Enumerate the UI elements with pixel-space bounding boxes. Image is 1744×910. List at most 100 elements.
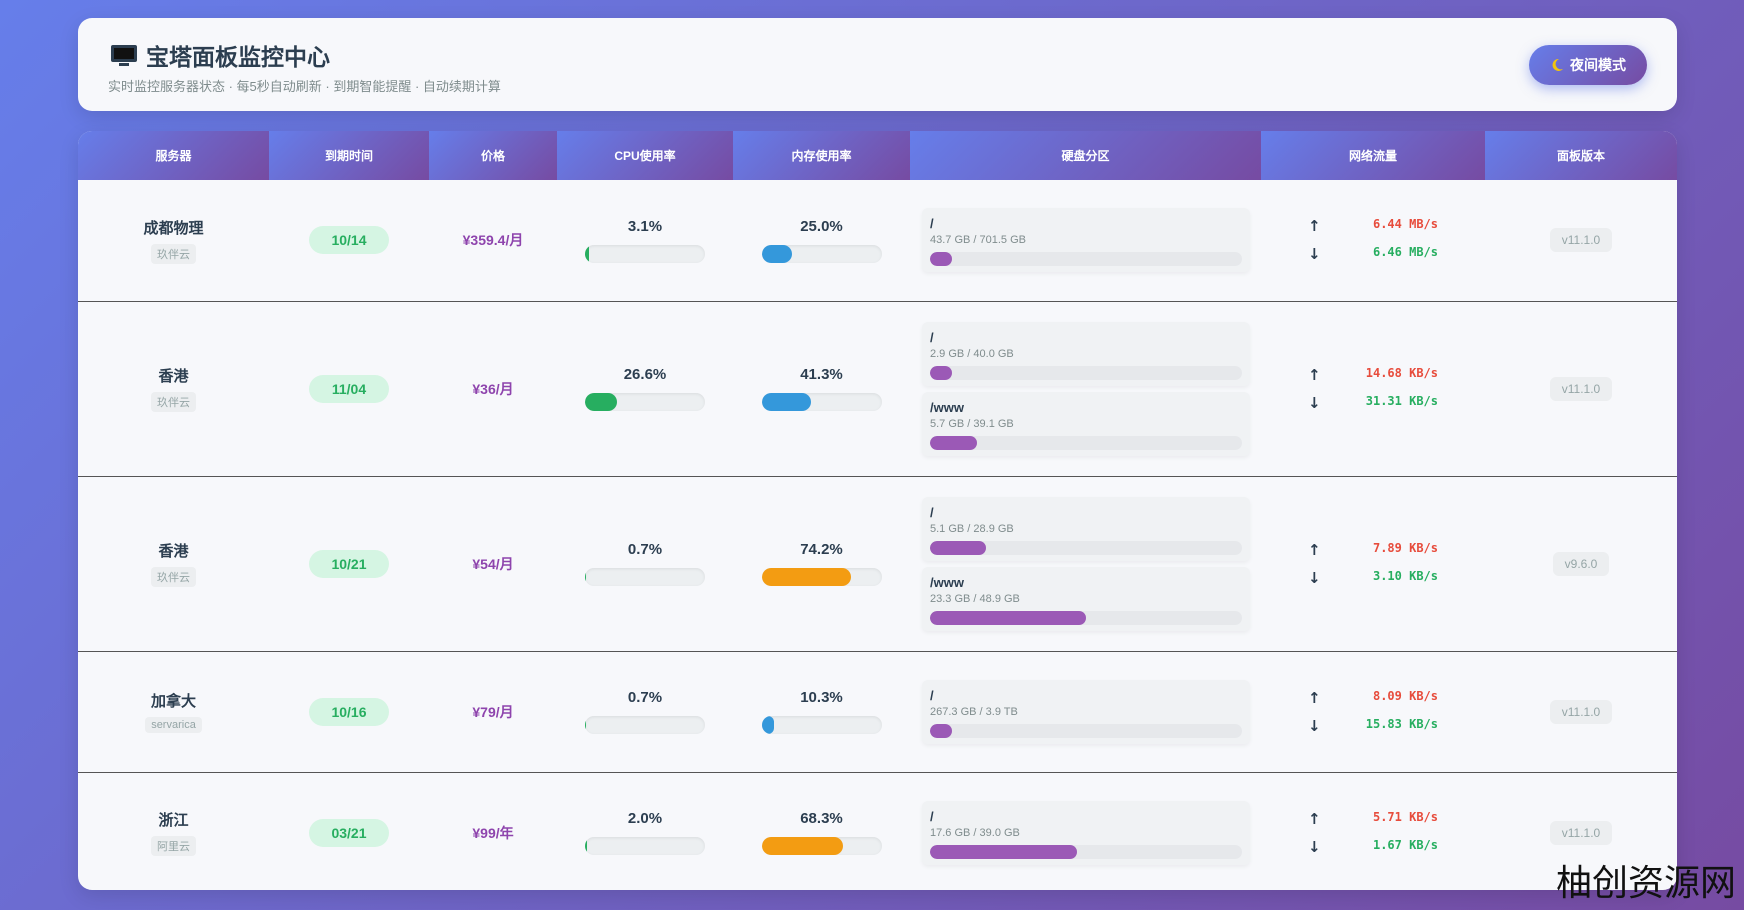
up-arrow: ↑ <box>1308 217 1321 236</box>
server-name: 香港 <box>158 543 189 560</box>
watermark: 柚创资源网 <box>1555 863 1736 904</box>
expiry-pill: 03/21 <box>309 818 389 847</box>
disk-track <box>930 365 1242 380</box>
download-speed: 6.46 MB/s <box>1372 245 1438 260</box>
header-card: 宝塔面板监控中心 实时监控服务器状态 · 每5秒自动刷新 · 到期智能提醒 · … <box>78 18 1677 111</box>
button-label: 夜间模式 <box>1570 57 1626 73</box>
disk-partition: / 267.3 GB / 3.9 TB <box>922 679 1250 744</box>
disk-partition: / 5.1 GB / 28.9 GB <box>922 496 1250 561</box>
price-cell: ¥79/月 <box>429 650 557 772</box>
disk-usage: 17.6 GB / 39.0 GB <box>930 826 1020 839</box>
download-speed: 31.31 KB/s <box>1365 393 1438 408</box>
cpu-cell: 26.6% <box>557 300 733 476</box>
disk-bar <box>930 844 1077 859</box>
panel-version: v11.1.0 <box>1549 699 1613 724</box>
network-cell: ↑ 7.89 KB/s ↓ 3.10 KB/s <box>1261 475 1485 651</box>
column-header: 价格 <box>429 131 557 180</box>
column-header: CPU使用率 <box>557 131 733 180</box>
network-traffic: ↑ 6.44 MB/s ↓ 6.46 MB/s <box>1261 217 1485 263</box>
disk-cell: / 43.7 GB / 701.5 GB <box>910 180 1261 301</box>
server-name: 加拿大 <box>150 693 196 710</box>
disk-path: / <box>930 808 934 824</box>
mem-bar <box>761 716 774 734</box>
upload-speed: 5.71 KB/s <box>1372 809 1438 824</box>
server-row: 成都物理 玖伴云 10/14 ¥359.4/月 3.1% 25.0% / 43.7 GB / … <box>78 180 1677 301</box>
cpu-track <box>585 837 705 856</box>
expiry-cell: 10/16 <box>269 650 429 772</box>
network-cell: ↑ 5.71 KB/s ↓ 1.67 KB/s <box>1261 771 1485 890</box>
upload-speed: 14.68 KB/s <box>1365 365 1438 380</box>
server-name: 香港 <box>158 368 189 385</box>
price: ¥359.4/月 <box>462 232 524 249</box>
table-body: 成都物理 玖伴云 10/14 ¥359.4/月 3.1% 25.0% / 43.7 GB / … <box>78 180 1677 890</box>
panel-version: v11.1.0 <box>1549 376 1613 401</box>
server-name: 浙江 <box>158 812 189 830</box>
cpu-bar <box>585 393 617 411</box>
night-mode-button[interactable]: 夜间模式 <box>1529 45 1647 85</box>
disk-cell: / 5.1 GB / 28.9 GB/www 23.3 GB / 48.9 GB <box>910 475 1261 651</box>
price-cell: ¥359.4/月 <box>429 180 557 301</box>
disk-bar <box>930 252 952 267</box>
cpu-bar <box>585 568 586 586</box>
cpu-cell: 0.7% <box>557 650 733 772</box>
disk-path: / <box>930 687 934 703</box>
cpu-cell: 0.7% <box>557 475 733 651</box>
column-header: 网络流量 <box>1261 131 1485 180</box>
column-header: 服务器 <box>78 131 269 180</box>
disk-track <box>930 844 1242 859</box>
up-arrow: ↑ <box>1308 688 1321 707</box>
provider-tag: 玖伴云 <box>151 243 196 264</box>
expiry-pill: 11/04 <box>309 374 389 403</box>
server-table-card: 服务器 到期时间 价格 CPU使用率 内存使用率 硬盘分区 网络流量 面板版本 成都物理 玖伴云… <box>78 131 1677 890</box>
disk-bar <box>930 723 952 738</box>
expiry-pill: 10/14 <box>309 226 389 255</box>
disk-path: / <box>930 329 934 345</box>
provider-tag: 玖伴云 <box>151 392 196 412</box>
disk-usage: 2.9 GB / 40.0 GB <box>930 347 1014 360</box>
version-cell: v11.1.0 <box>1485 650 1677 772</box>
disk-partition: / 43.7 GB / 701.5 GB <box>922 208 1250 273</box>
server-cell: 香港 玖伴云 <box>78 300 269 476</box>
price-cell: ¥54/月 <box>429 475 557 651</box>
monitor-icon <box>111 45 137 66</box>
expiry-pill: 10/21 <box>309 549 389 578</box>
column-header: 内存使用率 <box>733 131 910 180</box>
network-cell: ↑ 6.44 MB/s ↓ 6.46 MB/s <box>1261 180 1485 301</box>
disk-usage: 5.7 GB / 39.1 GB <box>930 417 1014 430</box>
cpu-percent: 0.7% <box>627 689 663 706</box>
disk-partition: /www 23.3 GB / 48.9 GB <box>922 566 1250 631</box>
disk-track <box>930 723 1242 738</box>
provider-tag: 玖伴云 <box>151 567 196 587</box>
cpu-bar <box>585 716 586 734</box>
mem-cell: 41.3% <box>733 300 910 476</box>
server-row: 浙江 阿里云 03/21 ¥99/年 2.0% 68.3% / 17.6 GB / 39.0 … <box>78 771 1677 890</box>
moon-icon <box>1552 58 1563 71</box>
down-arrow: ↓ <box>1308 393 1321 412</box>
disk-partition: /www 5.7 GB / 39.1 GB <box>922 391 1250 456</box>
disk-partition: / 2.9 GB / 40.0 GB <box>922 321 1250 386</box>
version-cell: v11.1.0 <box>1485 180 1677 301</box>
mem-percent: 68.3% <box>800 810 843 828</box>
server-cell: 浙江 阿里云 <box>78 771 269 890</box>
price: ¥36/月 <box>472 380 514 397</box>
down-arrow: ↓ <box>1308 245 1321 264</box>
cpu-percent: 0.7% <box>627 541 663 558</box>
down-arrow: ↓ <box>1308 837 1321 856</box>
disk-path: / <box>930 216 934 232</box>
down-arrow: ↓ <box>1308 568 1321 587</box>
mem-percent: 41.3% <box>800 366 843 383</box>
cpu-percent: 3.1% <box>627 217 663 235</box>
panel-version: v11.1.0 <box>1549 820 1613 845</box>
server-row: 香港 玖伴云 10/21 ¥54/月 0.7% 74.2% / 5.1 GB / 28.9 G… <box>78 475 1677 651</box>
version-cell: v9.6.0 <box>1485 475 1677 651</box>
column-header: 到期时间 <box>269 131 429 180</box>
disk-usage: 23.3 GB / 48.9 GB <box>930 592 1020 605</box>
disk-track <box>930 252 1242 267</box>
up-arrow: ↑ <box>1308 365 1321 384</box>
disk-usage: 43.7 GB / 701.5 GB <box>930 234 1027 247</box>
mem-bar <box>761 244 792 263</box>
version-cell: v11.1.0 <box>1485 300 1677 476</box>
title: 宝塔面板监控中心 <box>146 44 330 70</box>
mem-bar <box>761 837 844 856</box>
